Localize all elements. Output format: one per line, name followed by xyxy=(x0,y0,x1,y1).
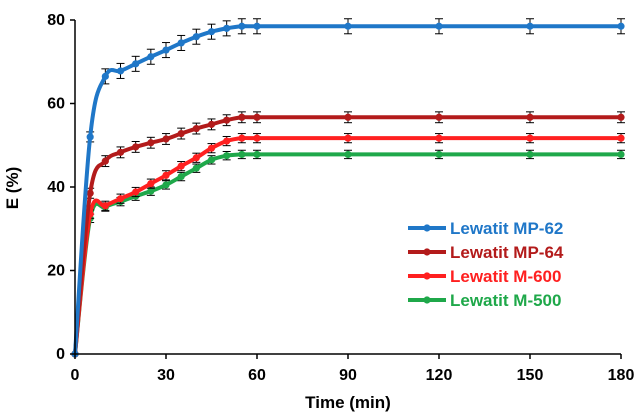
data-point xyxy=(435,150,443,159)
data-point xyxy=(177,39,185,47)
data-point xyxy=(238,134,246,142)
x-tick-label: 30 xyxy=(157,367,175,384)
legend-label: Lewatit MP-62 xyxy=(450,219,563,238)
data-point xyxy=(101,202,109,210)
data-point xyxy=(526,134,534,142)
data-point xyxy=(147,180,155,188)
data-point xyxy=(162,171,170,179)
series-lewatit-m-600 xyxy=(71,133,625,358)
legend-swatch-marker xyxy=(423,296,431,304)
data-point xyxy=(223,24,231,32)
data-point xyxy=(617,22,625,30)
legend: Lewatit MP-62 Lewatit MP-64 Lewatit M-600 L… xyxy=(408,219,564,310)
legend-swatch-marker xyxy=(423,272,431,280)
data-point xyxy=(617,150,625,159)
legend-entry: Lewatit M-600 xyxy=(408,267,561,286)
data-point xyxy=(116,67,125,75)
y-tick-label: 20 xyxy=(47,263,65,280)
data-point xyxy=(344,134,352,142)
data-point xyxy=(86,189,94,197)
x-tick-label: 60 xyxy=(248,367,266,384)
x-tick-label: 90 xyxy=(339,367,357,384)
data-point xyxy=(192,154,200,162)
data-point xyxy=(132,188,140,196)
data-point xyxy=(192,124,200,133)
tick-labels: 0 20 40 60 80 0 30 60 90 120 150 180 xyxy=(47,12,634,384)
data-point xyxy=(253,113,261,121)
data-point xyxy=(177,172,185,181)
legend-swatch-marker xyxy=(423,224,431,232)
x-tick-label: 120 xyxy=(426,367,453,384)
data-point xyxy=(101,157,109,165)
data-point xyxy=(253,150,261,159)
data-point xyxy=(253,22,261,30)
data-point xyxy=(435,22,443,30)
data-point xyxy=(223,116,231,124)
axes-layer xyxy=(70,19,622,359)
legend-entry: Lewatit MP-62 xyxy=(408,219,563,238)
y-tick-label: 40 xyxy=(47,179,65,196)
data-point xyxy=(162,181,170,189)
data-point xyxy=(177,129,185,138)
legend-swatch-marker xyxy=(423,248,431,256)
data-point xyxy=(116,148,125,156)
data-point xyxy=(526,113,534,121)
data-point xyxy=(162,46,170,54)
data-point xyxy=(207,120,216,128)
data-point xyxy=(192,33,200,41)
data-point xyxy=(617,113,625,121)
series-lewatit-mp-64 xyxy=(71,111,625,358)
data-point xyxy=(617,134,625,142)
data-point xyxy=(207,144,216,152)
x-tick-label: 0 xyxy=(71,367,80,384)
data-point xyxy=(132,143,140,151)
y-tick-label: 60 xyxy=(47,96,65,113)
data-point xyxy=(207,28,216,36)
data-point xyxy=(177,162,185,170)
y-axis-title: E (%) xyxy=(3,167,22,210)
data-point xyxy=(238,113,246,121)
x-axis-title: Time (min) xyxy=(305,393,391,412)
data-point xyxy=(162,135,170,143)
data-point xyxy=(192,164,200,172)
x-tick-label: 180 xyxy=(608,367,635,384)
data-point xyxy=(86,133,94,141)
data-point xyxy=(238,22,246,30)
data-point xyxy=(132,60,140,68)
data-point xyxy=(435,113,443,121)
y-tick-label: 0 xyxy=(56,346,65,363)
series-layer xyxy=(71,18,625,358)
legend-entry: Lewatit M-500 xyxy=(408,291,561,310)
legend-label: Lewatit M-600 xyxy=(450,267,561,286)
data-point xyxy=(253,134,261,142)
data-point xyxy=(147,187,155,195)
data-point xyxy=(526,150,534,159)
data-point xyxy=(526,22,534,30)
y-tick-label: 80 xyxy=(47,12,65,29)
data-point xyxy=(207,156,216,164)
data-point xyxy=(238,150,246,159)
data-point xyxy=(344,150,352,159)
data-point xyxy=(435,134,443,142)
x-tick-label: 150 xyxy=(517,367,544,384)
data-point xyxy=(147,53,155,61)
data-point xyxy=(116,195,125,203)
legend-entry: Lewatit MP-64 xyxy=(408,243,564,262)
data-point xyxy=(344,113,352,121)
data-point xyxy=(223,152,231,160)
legend-label: Lewatit MP-64 xyxy=(450,243,564,262)
data-point xyxy=(101,72,109,80)
data-point xyxy=(147,139,155,147)
data-point xyxy=(223,137,231,145)
data-point xyxy=(344,22,352,30)
legend-label: Lewatit M-500 xyxy=(450,291,561,310)
series-lewatit-mp-62 xyxy=(71,18,625,358)
